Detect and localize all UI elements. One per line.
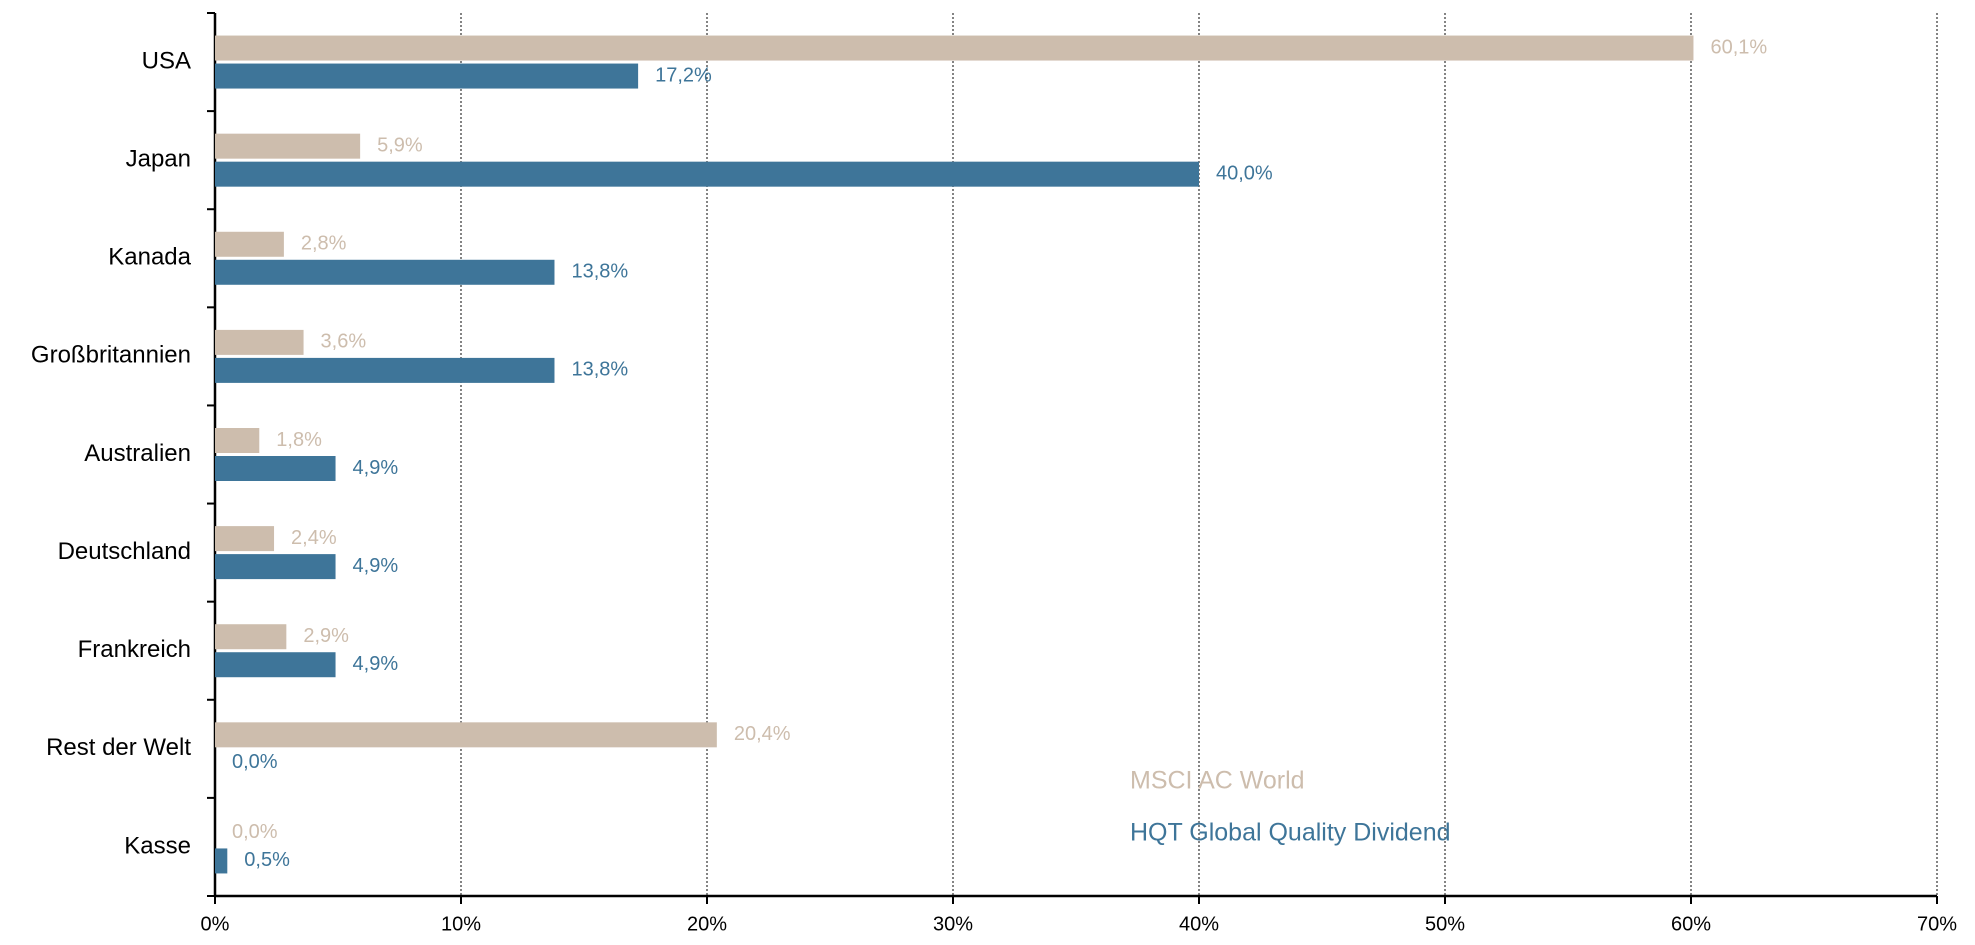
x-tick-label: 70% (1917, 913, 1957, 935)
x-tick-label: 10% (441, 913, 481, 935)
value-label: 13,8% (571, 261, 628, 283)
bar (215, 554, 336, 580)
value-label: 0,0% (232, 821, 278, 843)
y-tick-label: Rest der Welt (46, 734, 191, 761)
bar (215, 35, 1694, 61)
value-label: 2,9% (303, 625, 349, 647)
bar (215, 456, 336, 481)
value-label: 2,4% (291, 527, 337, 549)
value-label: 2,8% (301, 233, 347, 255)
bar (215, 848, 228, 874)
x-tick-label: 60% (1671, 913, 1711, 935)
value-label: 60,1% (1710, 36, 1767, 58)
y-tick-label: Frankreich (78, 636, 191, 663)
bar (215, 652, 336, 678)
value-label: 13,8% (571, 359, 628, 381)
bar (215, 357, 555, 383)
value-label: 0,0% (232, 751, 278, 773)
x-tick-label: 50% (1425, 913, 1465, 935)
y-tick-label: Australien (84, 440, 191, 467)
x-tick-label: 30% (933, 913, 973, 935)
value-label: 5,9% (377, 134, 423, 156)
bar (215, 329, 304, 355)
value-label: 4,9% (353, 555, 399, 577)
value-label: 17,2% (655, 64, 712, 86)
legend-entry: MSCI AC World (1130, 767, 1305, 795)
y-tick-label: Kasse (124, 832, 191, 859)
bar (215, 161, 1199, 187)
value-label: 3,6% (321, 331, 367, 353)
bar (215, 63, 639, 89)
bar (215, 428, 260, 453)
x-tick-label: 40% (1179, 913, 1219, 935)
legend-entry: HQT Global Quality Dividend (1130, 819, 1451, 847)
y-tick-label: Großbritannien (31, 342, 191, 369)
bar (215, 231, 284, 257)
bar (215, 526, 275, 552)
y-tick-label: Japan (126, 146, 191, 173)
x-tick-label: 0% (201, 913, 230, 935)
value-label: 20,4% (734, 723, 791, 745)
value-label: 1,8% (276, 429, 322, 451)
bar (215, 624, 287, 650)
y-tick-label: USA (142, 47, 191, 74)
y-tick-label: Kanada (108, 244, 191, 271)
bar (215, 722, 717, 748)
bar (215, 259, 555, 285)
x-tick-label: 20% (687, 913, 727, 935)
value-label: 4,9% (353, 457, 399, 479)
value-label: 40,0% (1216, 162, 1273, 184)
y-tick-label: Deutschland (58, 538, 191, 565)
bar (215, 133, 361, 159)
value-label: 0,5% (244, 849, 290, 871)
value-label: 4,9% (353, 653, 399, 675)
